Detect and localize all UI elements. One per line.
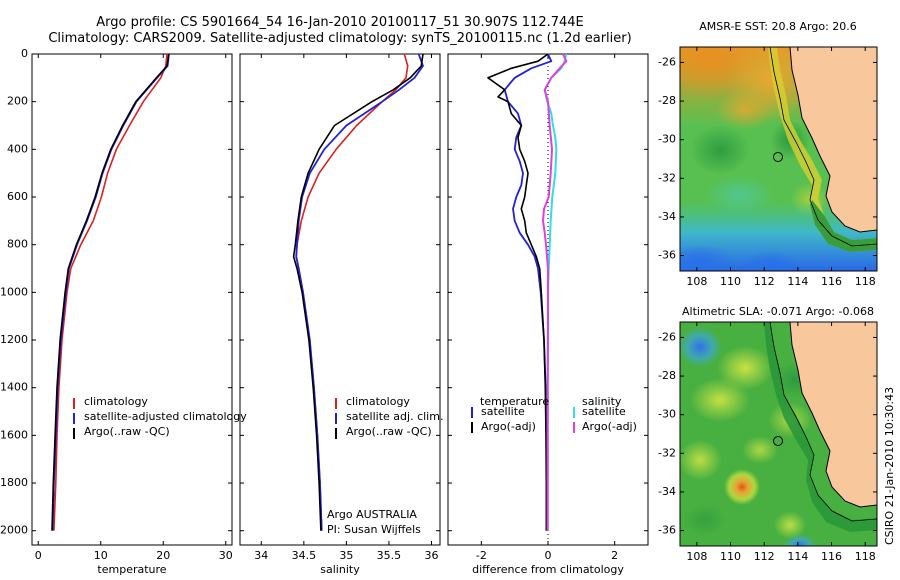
legend-label-argo: Argo(..raw -QC) (84, 425, 170, 438)
y-tick-label: 2000 (0, 524, 28, 537)
salinity-profile-plot: 34 34.5 35 35.5 36 salinity (239, 53, 441, 576)
map-x-tick-label: 112 (754, 550, 775, 563)
x-axis-label: salinity (320, 563, 360, 576)
difference-legend: temperature salinity satellite Argo(-adj… (471, 395, 637, 433)
map-x-tick-label: 110 (720, 275, 741, 288)
y-tick-label: 200 (7, 95, 28, 108)
annotation-pi: PI: Susan Wijffels (327, 523, 421, 536)
map-y-tick-label: -34 (658, 210, 676, 223)
map-x-tick-label: 116 (821, 550, 842, 563)
map-y-tick-label: -26 (658, 55, 676, 68)
x-tick-label: 34 (254, 549, 268, 562)
csiro-timestamp: CSIRO 21-Jan-2010 10:30:43 (883, 387, 896, 545)
y-tick-label: 800 (7, 238, 28, 251)
legend-label-satellite-adjusted: satellite-adjusted climatology (84, 410, 247, 423)
map-y-tick-label: -36 (658, 249, 676, 262)
x-axis-label: difference from climatology (472, 563, 624, 576)
y-tick-label: 1400 (0, 381, 28, 394)
series-line-1 (487, 53, 549, 531)
figure-title-line2: Climatology: CARS2009. Satellite-adjuste… (48, 31, 631, 46)
legend-label-climatology: climatology (84, 395, 148, 408)
map-y-tick-label: -28 (658, 369, 676, 382)
x-tick-label: 20 (156, 549, 170, 562)
map-y-tick-label: -36 (658, 524, 676, 537)
legend-label-temp-satellite: satellite (481, 405, 525, 418)
plot-frame (31, 53, 233, 546)
map-x-tick-label: 118 (855, 275, 876, 288)
map-x-tick-label: 114 (787, 275, 808, 288)
x-tick-label: -2 (476, 549, 487, 562)
y-tick-label: 600 (7, 190, 28, 203)
legend-label-sal-argo: Argo(-adj) (582, 420, 637, 433)
y-tick-label: 1200 (0, 333, 28, 346)
series-line-3 (542, 53, 568, 531)
legend-header-salinity: salinity (582, 395, 622, 408)
annotation-argo-australia: Argo AUSTRALIA (327, 508, 417, 521)
legend-label-climatology: climatology (346, 395, 410, 408)
x-tick-label: 36 (424, 549, 438, 562)
legend-label-argo: Argo(..raw -QC) (346, 425, 432, 438)
sst-map-title: AMSR-E SST: 20.8 Argo: 20.6 (699, 20, 857, 33)
x-tick-label: 2 (611, 549, 618, 562)
map-x-tick-label: 114 (787, 550, 808, 563)
series-line-0 (53, 53, 168, 531)
map-y-tick-label: -26 (658, 330, 676, 343)
temperature-legend: climatology satellite-adjusted climatolo… (73, 395, 247, 439)
map-x-tick-label: 108 (686, 550, 707, 563)
sla-map-title: Altimetric SLA: -0.071 Argo: -0.068 (682, 305, 874, 318)
map-x-tick-label: 118 (855, 550, 876, 563)
map-y-tick-label: -32 (658, 171, 676, 184)
y-tick-label: 1800 (0, 476, 28, 489)
map-x-tick-label: 112 (754, 275, 775, 288)
sla-map-field (680, 322, 877, 546)
y-tick-label: 0 (21, 47, 28, 60)
sla-argo-marker (773, 436, 783, 446)
map-y-tick-label: -34 (658, 485, 676, 498)
y-tick-label: 1000 (0, 285, 28, 298)
x-tick-label: 10 (94, 549, 108, 562)
series-line-2 (292, 53, 424, 531)
x-axis-label: temperature (97, 563, 166, 576)
map-y-tick-label: -30 (658, 408, 676, 421)
series-line-2 (51, 53, 170, 531)
x-tick-label: 30 (219, 549, 233, 562)
sst-argo-marker (773, 152, 783, 162)
sst-map-axes: 108 110 112 114 116 118 -26 -28 -30 -32 -34 -36 (658, 47, 877, 288)
y-tick-label: 400 (7, 142, 28, 155)
x-tick-label: 35.5 (377, 549, 402, 562)
map-y-tick-label: -32 (658, 446, 676, 459)
figure-title-line1: Argo profile: CS 5901664_54 16-Jan-2010 … (96, 15, 584, 30)
x-tick-label: 0 (35, 549, 42, 562)
map-x-tick-label: 108 (686, 275, 707, 288)
x-tick-label: 34.5 (292, 549, 317, 562)
sst-map-field (680, 47, 877, 271)
temperature-profile-plot: 0 200 400 600 800 1000 1200 1400 1600 1800 2000 0 10… (0, 47, 233, 576)
x-tick-label: 0 (545, 549, 552, 562)
map-x-tick-label: 116 (821, 275, 842, 288)
sla-map-axes: 108 110 112 114 116 118 -26 -28 -30 -32 -34 -36 (658, 322, 877, 563)
plot-frame (239, 53, 441, 546)
legend-label-sal-satellite: satellite (582, 405, 626, 418)
salinity-legend: climatology satellite adj. clim. Argo(..… (327, 395, 443, 536)
x-tick-label: 35 (339, 549, 353, 562)
legend-label-temp-argo: Argo(-adj) (481, 420, 536, 433)
map-x-tick-label: 110 (720, 550, 741, 563)
legend-label-satellite-adj: satellite adj. clim. (346, 410, 443, 423)
legend-header-temperature: temperature (480, 395, 549, 408)
y-tick-label: 1600 (0, 428, 28, 441)
map-y-tick-label: -28 (658, 94, 676, 107)
map-y-tick-label: -30 (658, 133, 676, 146)
